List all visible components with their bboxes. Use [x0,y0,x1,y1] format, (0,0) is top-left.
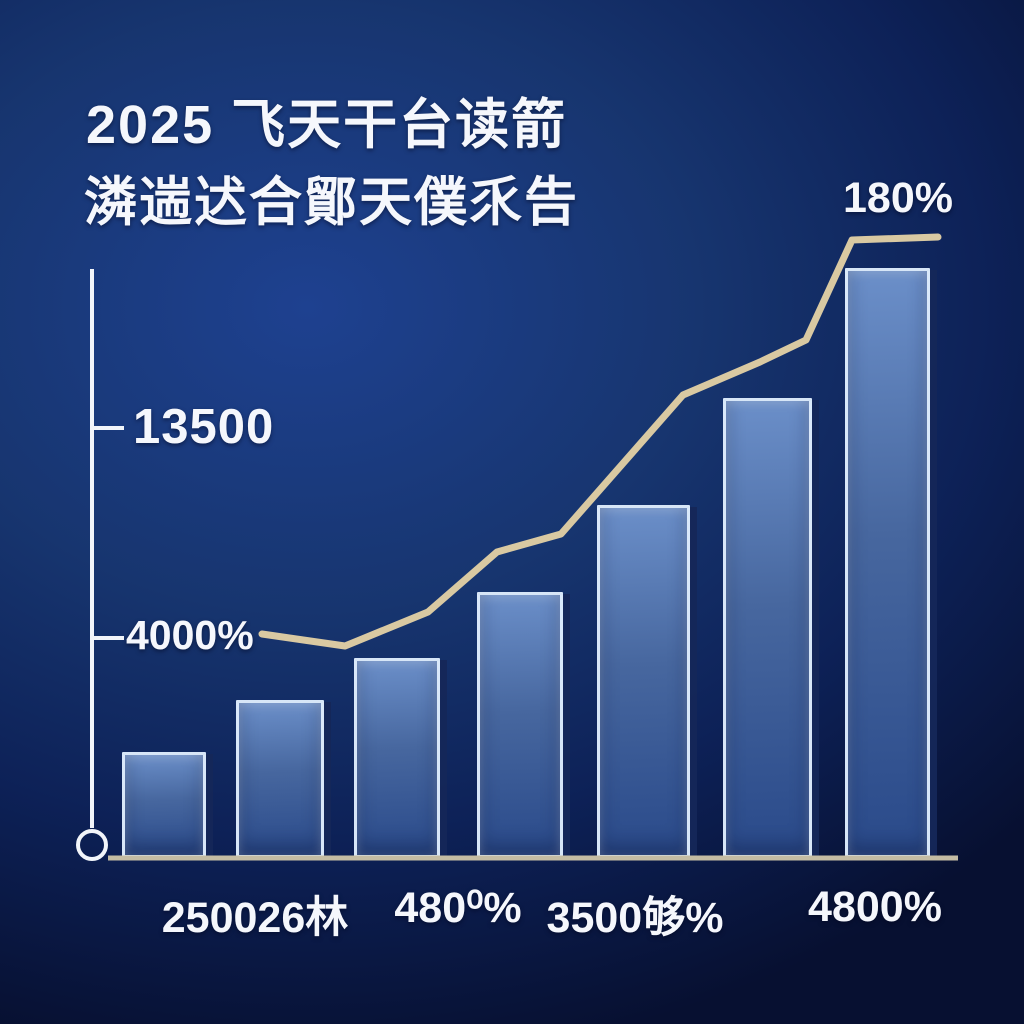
x-axis-label-1: 250026林 [161,894,349,942]
bar [477,592,563,858]
bar [122,752,206,858]
y-axis-tick-label-lower: 4000% [126,612,254,658]
x-axis-label-2: 480⁰% [394,884,522,932]
x-axis-label-4: 4800% [808,883,942,931]
line-end-value-label: 180% [843,174,953,222]
bar [845,268,930,858]
bar [236,700,324,858]
title-line-1: 2025 飞天干台读箭 [86,95,568,155]
y-axis-tick-label-upper: 13500 [133,400,275,454]
bar [723,398,812,858]
title-line-2: 潾遄迖合鄮天僕乑告 [84,173,579,232]
trend-line [258,233,942,650]
x-axis-label-3: 3500够% [546,894,724,942]
axis-origin-circle [76,829,108,861]
bar [597,505,690,858]
